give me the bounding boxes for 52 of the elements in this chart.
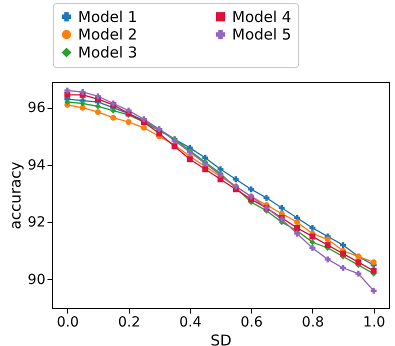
point xyxy=(232,176,239,182)
y-tick-label: 94 xyxy=(28,157,46,174)
point xyxy=(248,186,254,192)
legend-label: Model 4 xyxy=(232,8,292,26)
point xyxy=(278,204,285,211)
point xyxy=(309,234,316,240)
x-tick-label: 0.0 xyxy=(56,314,79,330)
point xyxy=(94,109,101,115)
point xyxy=(64,88,70,94)
x-tick-label: 0.6 xyxy=(240,314,263,330)
x-tick-label: 0.8 xyxy=(302,314,324,330)
x-tick-label: 0.4 xyxy=(179,314,202,330)
point xyxy=(309,239,316,246)
point xyxy=(186,156,193,162)
point xyxy=(324,236,331,242)
point xyxy=(324,242,331,248)
point xyxy=(80,100,86,106)
point xyxy=(202,166,208,172)
point xyxy=(370,268,377,274)
point xyxy=(294,219,300,226)
y-axis-title: accuracy xyxy=(6,162,25,230)
legend-label: Model 5 xyxy=(232,26,292,44)
legend-label: Model 3 xyxy=(78,44,138,62)
point xyxy=(110,114,116,121)
point xyxy=(94,103,101,110)
point xyxy=(126,119,132,126)
point xyxy=(126,108,132,114)
point xyxy=(355,259,362,266)
point xyxy=(340,250,346,257)
point xyxy=(110,108,116,114)
point xyxy=(202,154,208,161)
x-tick-label: 0.2 xyxy=(118,314,140,330)
point xyxy=(140,124,147,131)
point xyxy=(324,256,331,262)
point xyxy=(94,93,101,100)
y-tick-label: 90 xyxy=(28,272,46,288)
point xyxy=(309,244,316,251)
point xyxy=(64,99,70,105)
x-axis-title: SD xyxy=(210,332,232,346)
point xyxy=(294,230,300,237)
y-tick-label: 92 xyxy=(28,214,46,231)
point xyxy=(370,288,377,294)
x-tick-label: 1.0 xyxy=(363,314,386,330)
legend-label: Model 2 xyxy=(78,26,138,44)
point xyxy=(309,224,316,231)
point xyxy=(370,259,377,266)
point xyxy=(294,224,300,231)
point xyxy=(355,270,362,277)
point xyxy=(263,194,270,201)
point xyxy=(80,89,86,95)
y-tick-label: 96 xyxy=(28,100,46,116)
legend-label: Model 1 xyxy=(78,8,138,26)
